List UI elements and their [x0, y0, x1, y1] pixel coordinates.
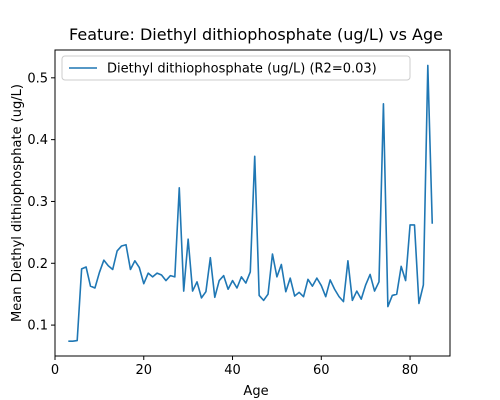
series-line-0: [68, 64, 434, 342]
y-tick-label-3: 0.4: [27, 133, 48, 148]
x-tick-label-4: 80: [402, 363, 419, 378]
y-tick-label-4: 0.5: [27, 71, 48, 86]
legend-label-0: Diethyl dithiophosphate (ug/L) (R2=0.03): [107, 62, 377, 77]
chart-title: Feature: Diethyl dithiophosphate (ug/L) …: [69, 25, 443, 44]
y-tick-label-1: 0.2: [27, 257, 48, 272]
plot-area: 0 20 40 60 80 0.1 0.2 0.3 0.4 0.5 Diethyl dithioph…: [27, 49, 451, 378]
axes-frame: [54, 49, 451, 357]
legend-box: [61, 55, 411, 81]
x-tick-label-2: 40: [224, 363, 241, 378]
x-tick-label-0: 0: [51, 363, 59, 378]
x-tick-label-3: 60: [313, 363, 330, 378]
y-axis-label: Mean Diethyl dithiophosphate (ug/L): [10, 84, 25, 322]
y-tick-label-0: 0.1: [27, 319, 48, 334]
x-axis-label: Age: [243, 384, 268, 399]
x-tick-label-1: 20: [135, 363, 152, 378]
y-tick-label-2: 0.3: [27, 195, 48, 210]
